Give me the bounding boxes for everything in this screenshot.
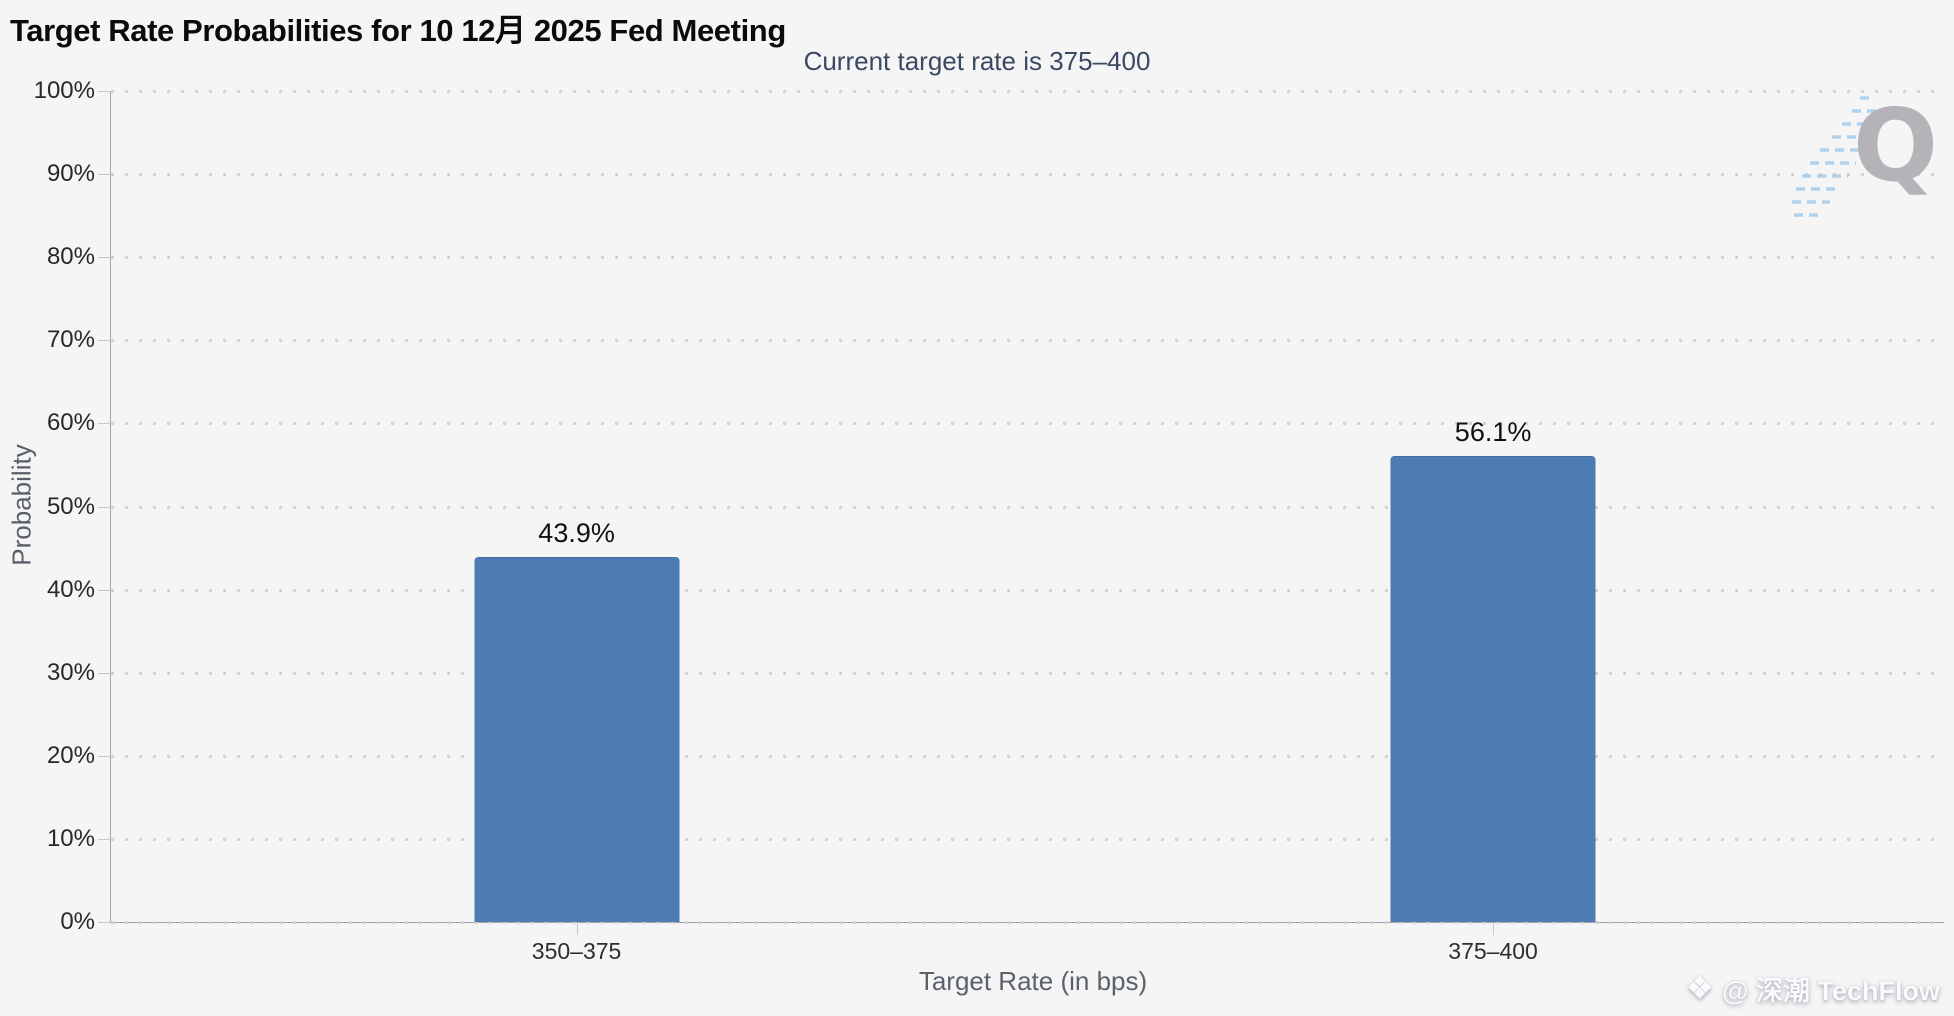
credit-text: @ 深潮 TechFlow (1722, 976, 1940, 1006)
credit-watermark: ❖ @ 深潮 TechFlow (1686, 969, 1940, 1008)
ytick-label: 30% (46, 658, 95, 686)
diamond-icon: ❖ (1686, 971, 1714, 1005)
ytick-mark (98, 672, 111, 674)
y-axis-title: Probability (6, 444, 37, 566)
gridline-dots (111, 505, 1944, 509)
xtick-label-375-400: 375–400 (1448, 938, 1538, 964)
ytick-label: 60% (46, 409, 95, 437)
ytick-mark (98, 755, 111, 757)
gridline-dots (111, 671, 1944, 675)
x-axis-title: Target Rate (in bps) (918, 966, 1148, 996)
ytick-label: 80% (46, 243, 95, 271)
ytick-mark (98, 838, 111, 840)
gridline-dots (111, 837, 1944, 841)
page-title: Target Rate Probabilities for 10 12月 202… (10, 13, 786, 48)
ytick-label: 0% (60, 908, 95, 935)
chart-subtitle: Current target rate is 375–400 (803, 46, 1151, 76)
ytick-label: 90% (46, 160, 95, 188)
gridline-dots (111, 588, 1944, 592)
bar-375-400: 56.1% (1390, 417, 1596, 922)
ytick-label: 40% (46, 575, 95, 603)
ytick-mark (98, 91, 111, 92)
xtick-label-350-375: 350–375 (531, 938, 622, 964)
ytick-mark (98, 174, 111, 176)
gridline-dots (111, 173, 1944, 177)
gridline-dots (111, 339, 1944, 343)
ytick-mark (98, 257, 111, 259)
ytick-mark (98, 340, 111, 342)
ytick-label: 100% (33, 77, 95, 104)
gridline-dots (111, 256, 1944, 260)
ytick-label: 20% (46, 741, 95, 769)
xtick-mark (576, 922, 578, 935)
ytick-mark (98, 589, 111, 591)
ytick-mark (98, 922, 111, 923)
ytick-label: 50% (46, 492, 95, 520)
xtick-mark (1493, 922, 1495, 935)
bar-slot-350-375: 43.9% (474, 91, 680, 922)
gridline-dots (111, 754, 1944, 758)
ytick-mark (98, 423, 111, 425)
gridline-dots (111, 90, 1944, 93)
gridline-dots (111, 921, 1944, 924)
ytick-mark (98, 506, 111, 508)
bar-chart-plot-area: 100% 90% 80% 70% 60% 50% 40% 30% 20% 10%… (34, 77, 1944, 996)
bar-slot-375-400: 56.1% (1390, 91, 1596, 922)
bar-value-label: 43.9% (538, 518, 615, 549)
ytick-label: 70% (46, 326, 95, 354)
bar-350-375: 43.9% (474, 518, 680, 922)
ytick-label: 10% (46, 824, 95, 852)
gridline-dots (111, 422, 1944, 426)
bar-value-label: 56.1% (1454, 416, 1532, 447)
